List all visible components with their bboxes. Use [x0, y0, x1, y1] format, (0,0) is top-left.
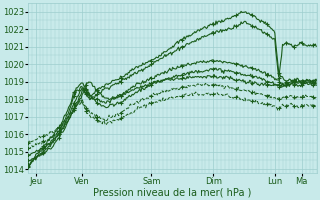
- X-axis label: Pression niveau de la mer( hPa ): Pression niveau de la mer( hPa ): [93, 187, 252, 197]
